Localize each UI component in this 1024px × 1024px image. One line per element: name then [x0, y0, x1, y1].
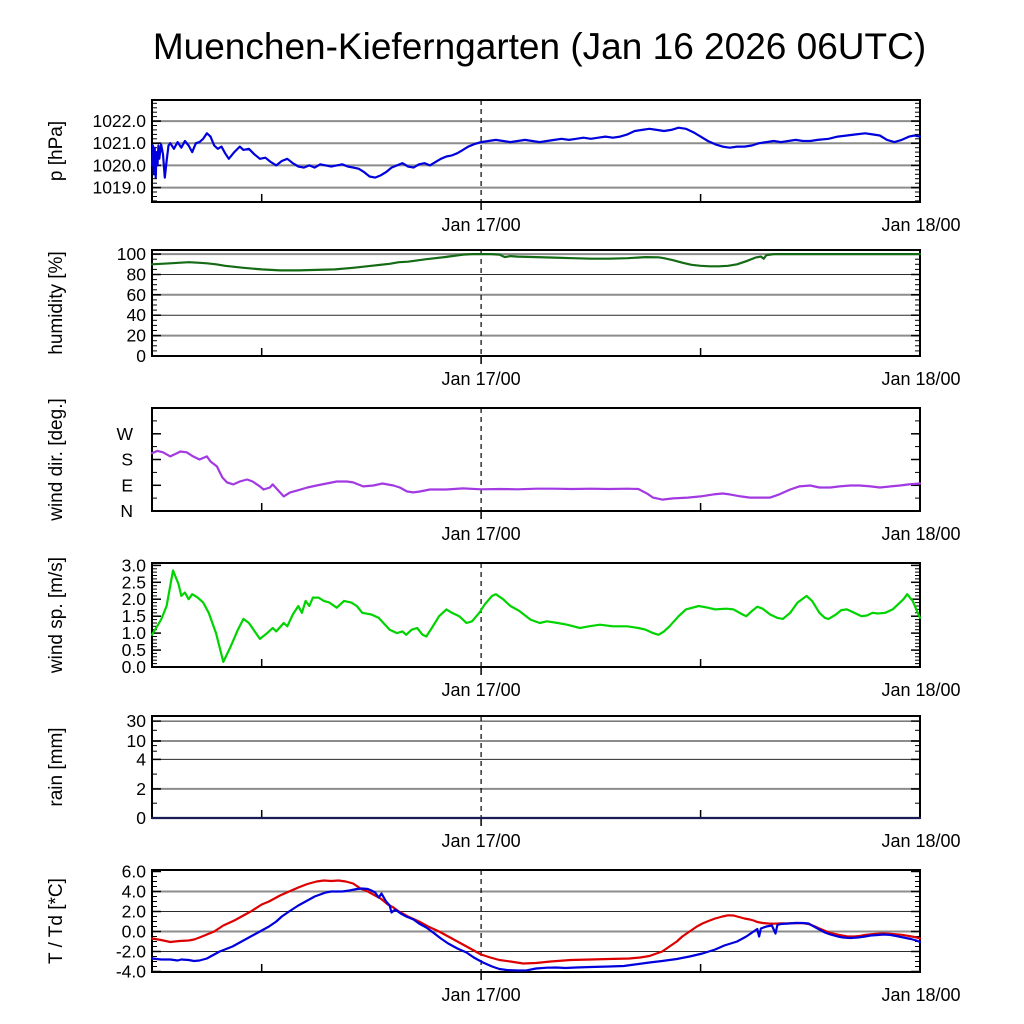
y-tick-label: -2.0 — [116, 942, 146, 962]
y-tick-label: 40 — [127, 305, 147, 325]
y-tick-label: 1.0 — [122, 623, 147, 643]
y-tick-label: 100 — [117, 244, 146, 264]
y-tick-label: 0.0 — [122, 657, 147, 677]
panel-frame — [151, 715, 921, 819]
y-tick-label: 2.0 — [122, 902, 147, 922]
humidity-series-line — [150, 253, 922, 272]
x-tick-label: Jan 18/00 — [881, 369, 960, 389]
pressure-series-line — [150, 126, 922, 179]
wind-direction-series-line — [150, 449, 922, 501]
x-tick-label: Jan 17/00 — [442, 369, 521, 389]
y-tick-label: 30 — [127, 711, 147, 731]
y-tick-label: 4.0 — [122, 882, 147, 902]
x-tick-label: Jan 17/00 — [442, 524, 521, 544]
x-tick-label: Jan 18/00 — [881, 985, 960, 1005]
x-tick-label: Jan 17/00 — [442, 215, 521, 235]
x-tick-label: Jan 18/00 — [881, 680, 960, 700]
y-tick-label: 1020.0 — [92, 155, 146, 175]
y-tick-label: S — [121, 450, 133, 470]
y-tick-label: 2 — [136, 779, 146, 799]
panel-frame — [151, 249, 921, 357]
x-tick-label: Jan 17/00 — [442, 831, 521, 851]
y-tick-label: 0.0 — [122, 922, 147, 942]
y-tick-label: 4 — [136, 749, 146, 769]
panel-frame — [151, 407, 921, 512]
y-axis-title: wind sp. [m/s] — [46, 557, 67, 674]
y-tick-label: 0 — [136, 346, 146, 366]
y-tick-label: N — [120, 501, 133, 521]
y-tick-label: 3.0 — [122, 555, 147, 575]
x-tick-label: Jan 18/00 — [881, 524, 960, 544]
panel-frame — [151, 562, 921, 668]
x-tick-label: Jan 18/00 — [881, 215, 960, 235]
y-tick-label: W — [116, 424, 133, 444]
y-tick-label: 2.0 — [122, 589, 147, 609]
y-tick-label: 1019.0 — [92, 178, 146, 198]
wind-speed-series-line — [150, 569, 922, 664]
y-tick-label: 0.5 — [122, 640, 146, 660]
y-tick-label: E — [121, 475, 133, 495]
panel-frame — [151, 869, 921, 973]
y-tick-label: -4.0 — [116, 962, 146, 982]
y-tick-label: 60 — [127, 285, 147, 305]
y-tick-label: 2.5 — [122, 572, 146, 592]
y-axis-title: T / Td [*C] — [46, 878, 67, 964]
y-tick-label: 20 — [127, 326, 147, 346]
y-axis-title: humidity [%] — [46, 251, 67, 354]
y-axis-title: wind dir. [deg.] — [46, 398, 67, 522]
y-axis-title: rain [mm] — [46, 727, 67, 806]
y-tick-label: 6.0 — [122, 862, 147, 882]
y-tick-label: 1022.0 — [92, 111, 146, 131]
x-tick-label: Jan 17/00 — [442, 985, 521, 1005]
x-tick-label: Jan 18/00 — [881, 831, 960, 851]
y-axis-title: p [hPa] — [46, 121, 67, 181]
y-tick-label: 0 — [136, 808, 146, 828]
x-tick-label: Jan 17/00 — [442, 680, 521, 700]
y-tick-label: 80 — [127, 265, 147, 285]
y-tick-label: 1021.0 — [92, 133, 146, 153]
panel-wind-speed: 0.00.51.01.52.02.53.0 wind sp. [m/s] Jan 1… — [46, 555, 961, 700]
chart-title: Muenchen-Kieferngarten (Jan 16 2026 06UT… — [152, 26, 927, 67]
dewpoint-series-line — [150, 887, 922, 972]
panel-temperature: -4.0-2.00.02.04.06.0 T / Td [*C] Jan 17/00… — [46, 862, 961, 1006]
y-tick-label: 1.5 — [122, 606, 146, 626]
y-tick-label: 10 — [127, 731, 147, 751]
